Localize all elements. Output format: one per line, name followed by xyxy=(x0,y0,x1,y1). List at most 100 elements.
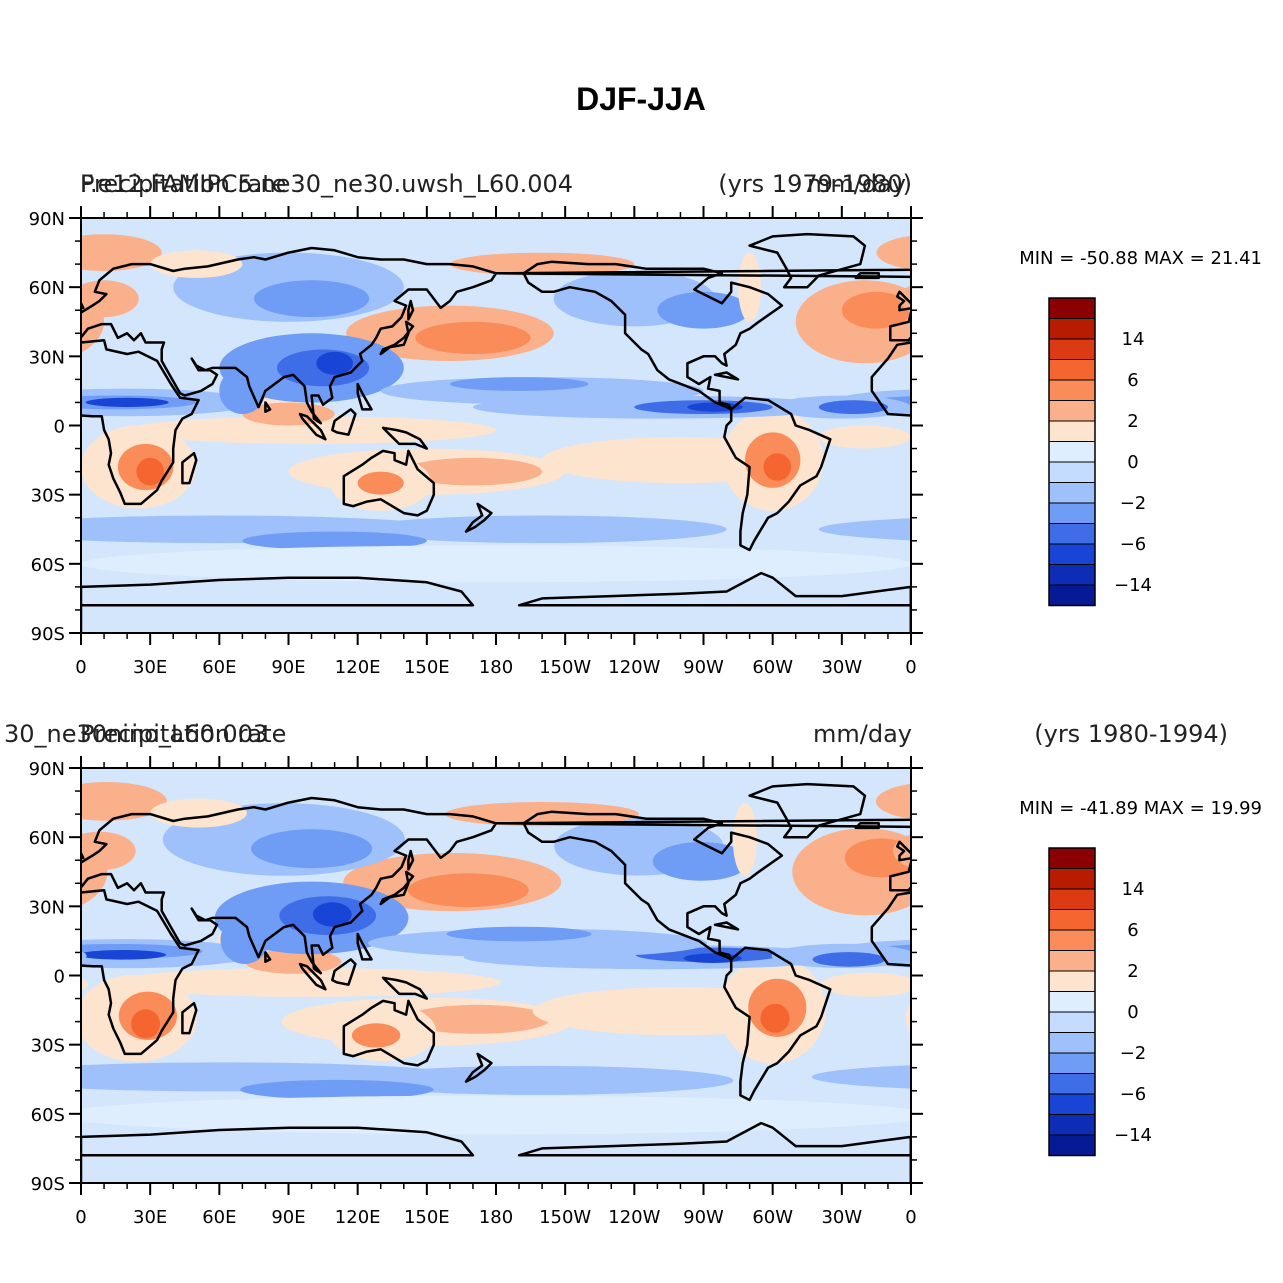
lon-label: 60E xyxy=(202,657,236,678)
precip-anomaly-contour xyxy=(357,515,727,544)
colorbar-swatch xyxy=(1048,420,1096,442)
lat-label: 60N xyxy=(29,278,65,299)
lon-label: 180 xyxy=(479,657,513,678)
panel-top-left-label: Precipitation rate xyxy=(80,170,286,198)
precip-anomaly-contour xyxy=(81,951,87,961)
lon-label: 90E xyxy=(271,1207,305,1228)
colorbar-swatch xyxy=(1048,970,1096,992)
colorbar-swatch xyxy=(1048,1052,1096,1074)
panel-top-minmax: MIN = -50.88 MAX = 21.41 xyxy=(1019,248,1262,269)
coastline-srilanka xyxy=(264,401,272,413)
colorbar-swatch xyxy=(1048,847,1096,869)
coastline-sumatra xyxy=(298,412,327,441)
coastline-namerica xyxy=(522,260,784,411)
lon-label: 150W xyxy=(539,657,591,678)
coastline-samerica xyxy=(723,946,832,1102)
colorbar-swatch xyxy=(1048,1134,1096,1156)
colorbar-swatch xyxy=(1048,482,1096,504)
coastline-newguinea xyxy=(381,976,429,1000)
precip-anomaly-contour xyxy=(312,902,352,927)
precip-anomaly-contour xyxy=(415,321,531,354)
colorbar-swatch xyxy=(1048,359,1096,381)
precip-anomaly-contour xyxy=(888,1108,911,1122)
coastline-borneo xyxy=(331,958,357,986)
colorbar-label: 14 xyxy=(1122,879,1145,900)
lon-label: 120E xyxy=(335,657,381,678)
coastline-antarctica xyxy=(517,1121,911,1183)
coastline-madagascar xyxy=(181,1001,198,1035)
precip-anomaly-contour xyxy=(821,972,911,997)
coastline-africa xyxy=(81,338,200,506)
coastline-uk xyxy=(895,840,911,862)
coastline-japan xyxy=(379,320,415,356)
panel-bottom-minmax: MIN = -41.89 MAX = 19.99 xyxy=(1019,798,1262,819)
colorbar-swatch xyxy=(1048,1093,1096,1115)
colorbar-label: −6 xyxy=(1120,1084,1147,1105)
precip-anomaly-contour xyxy=(81,950,167,960)
precip-anomaly-contour xyxy=(446,926,592,942)
colorbar-swatch xyxy=(1048,461,1096,483)
precip-anomaly-contour xyxy=(812,952,886,967)
precip-anomaly-contour xyxy=(407,873,529,908)
colorbar-swatch xyxy=(1048,950,1096,972)
precip-anomaly-contour xyxy=(652,842,750,881)
panel-top-overlap-label: F.e12.FAMIPC5.ne30_ne30.uwsh_L60.004 xyxy=(80,170,573,198)
lat-label: 30S xyxy=(31,1036,65,1057)
precip-anomaly-contour xyxy=(763,453,792,481)
coastline-australia xyxy=(342,999,436,1067)
precip-anomaly-contour xyxy=(113,967,501,997)
map-bottom-axes: 90N 60N 30N 0 30S 60S 90S 0 30E 60E 90E 120E 150E 180… xyxy=(29,756,923,1228)
precip-anomaly-contour xyxy=(351,1023,401,1048)
colorbar-swatch xyxy=(1048,338,1096,360)
precip-anomaly-contour xyxy=(316,351,353,375)
colorbar-swatch xyxy=(1048,584,1096,606)
lon-label: 150E xyxy=(404,1207,450,1228)
lon-label: 60W xyxy=(752,657,793,678)
coastline-uk xyxy=(81,851,85,860)
colorbar-swatch xyxy=(1048,564,1096,586)
map-top-field xyxy=(81,218,911,633)
precip-anomaly-contour xyxy=(150,250,243,278)
coastline-africa xyxy=(81,888,200,1056)
lat-label: 0 xyxy=(54,417,65,438)
precip-anomaly-contour xyxy=(81,978,88,991)
coastline-antarctica xyxy=(81,1126,475,1183)
colorbar-label: −14 xyxy=(1114,575,1152,596)
precip-anomaly-contour xyxy=(876,235,911,270)
precip-anomaly-contour xyxy=(818,400,889,414)
colorbar-label: 2 xyxy=(1127,411,1138,432)
lon-label: 150W xyxy=(539,1207,591,1228)
precip-anomaly-contour xyxy=(251,829,373,869)
lon-label: 30E xyxy=(133,1207,167,1228)
colorbar-label: −6 xyxy=(1120,534,1147,555)
precip-anomaly-contour xyxy=(841,291,911,329)
lon-label: 0 xyxy=(75,1207,86,1228)
panel-bottom-overlap-label: 30_ne30nino_L60.003 xyxy=(4,720,268,748)
lat-label: 60N xyxy=(29,828,65,849)
coastline-uk xyxy=(895,290,911,312)
coastline-samerica xyxy=(723,396,832,552)
lat-label: 30S xyxy=(31,486,65,507)
coastline-cuba xyxy=(713,921,740,931)
colorbar-swatch xyxy=(1048,929,1096,951)
lon-label: 90W xyxy=(683,1207,724,1228)
precip-anomaly-contour xyxy=(760,1003,790,1033)
coastline-eurasia xyxy=(81,246,498,425)
lat-label: 30N xyxy=(29,347,65,368)
precip-anomaly-contour xyxy=(81,1109,100,1121)
colorbar-swatch xyxy=(1048,441,1096,463)
precip-anomaly-contour xyxy=(811,1065,911,1089)
coastline-nz xyxy=(464,502,493,533)
lon-label: 30W xyxy=(821,1207,862,1228)
coastline-sakhalin xyxy=(407,299,415,321)
panel-bottom-years-label: (yrs 1980-1994) xyxy=(1034,720,1228,748)
lon-label: 90E xyxy=(271,657,305,678)
coastline-borneo xyxy=(331,408,357,436)
coastline-nz xyxy=(464,1052,493,1083)
lat-label: 0 xyxy=(54,967,65,988)
lon-label: 120E xyxy=(335,1207,381,1228)
colorbar-label: −2 xyxy=(1120,493,1147,514)
coastline-srilanka xyxy=(264,951,272,963)
colorbar-swatch xyxy=(1048,318,1096,340)
precip-anomaly-contour xyxy=(81,782,167,821)
